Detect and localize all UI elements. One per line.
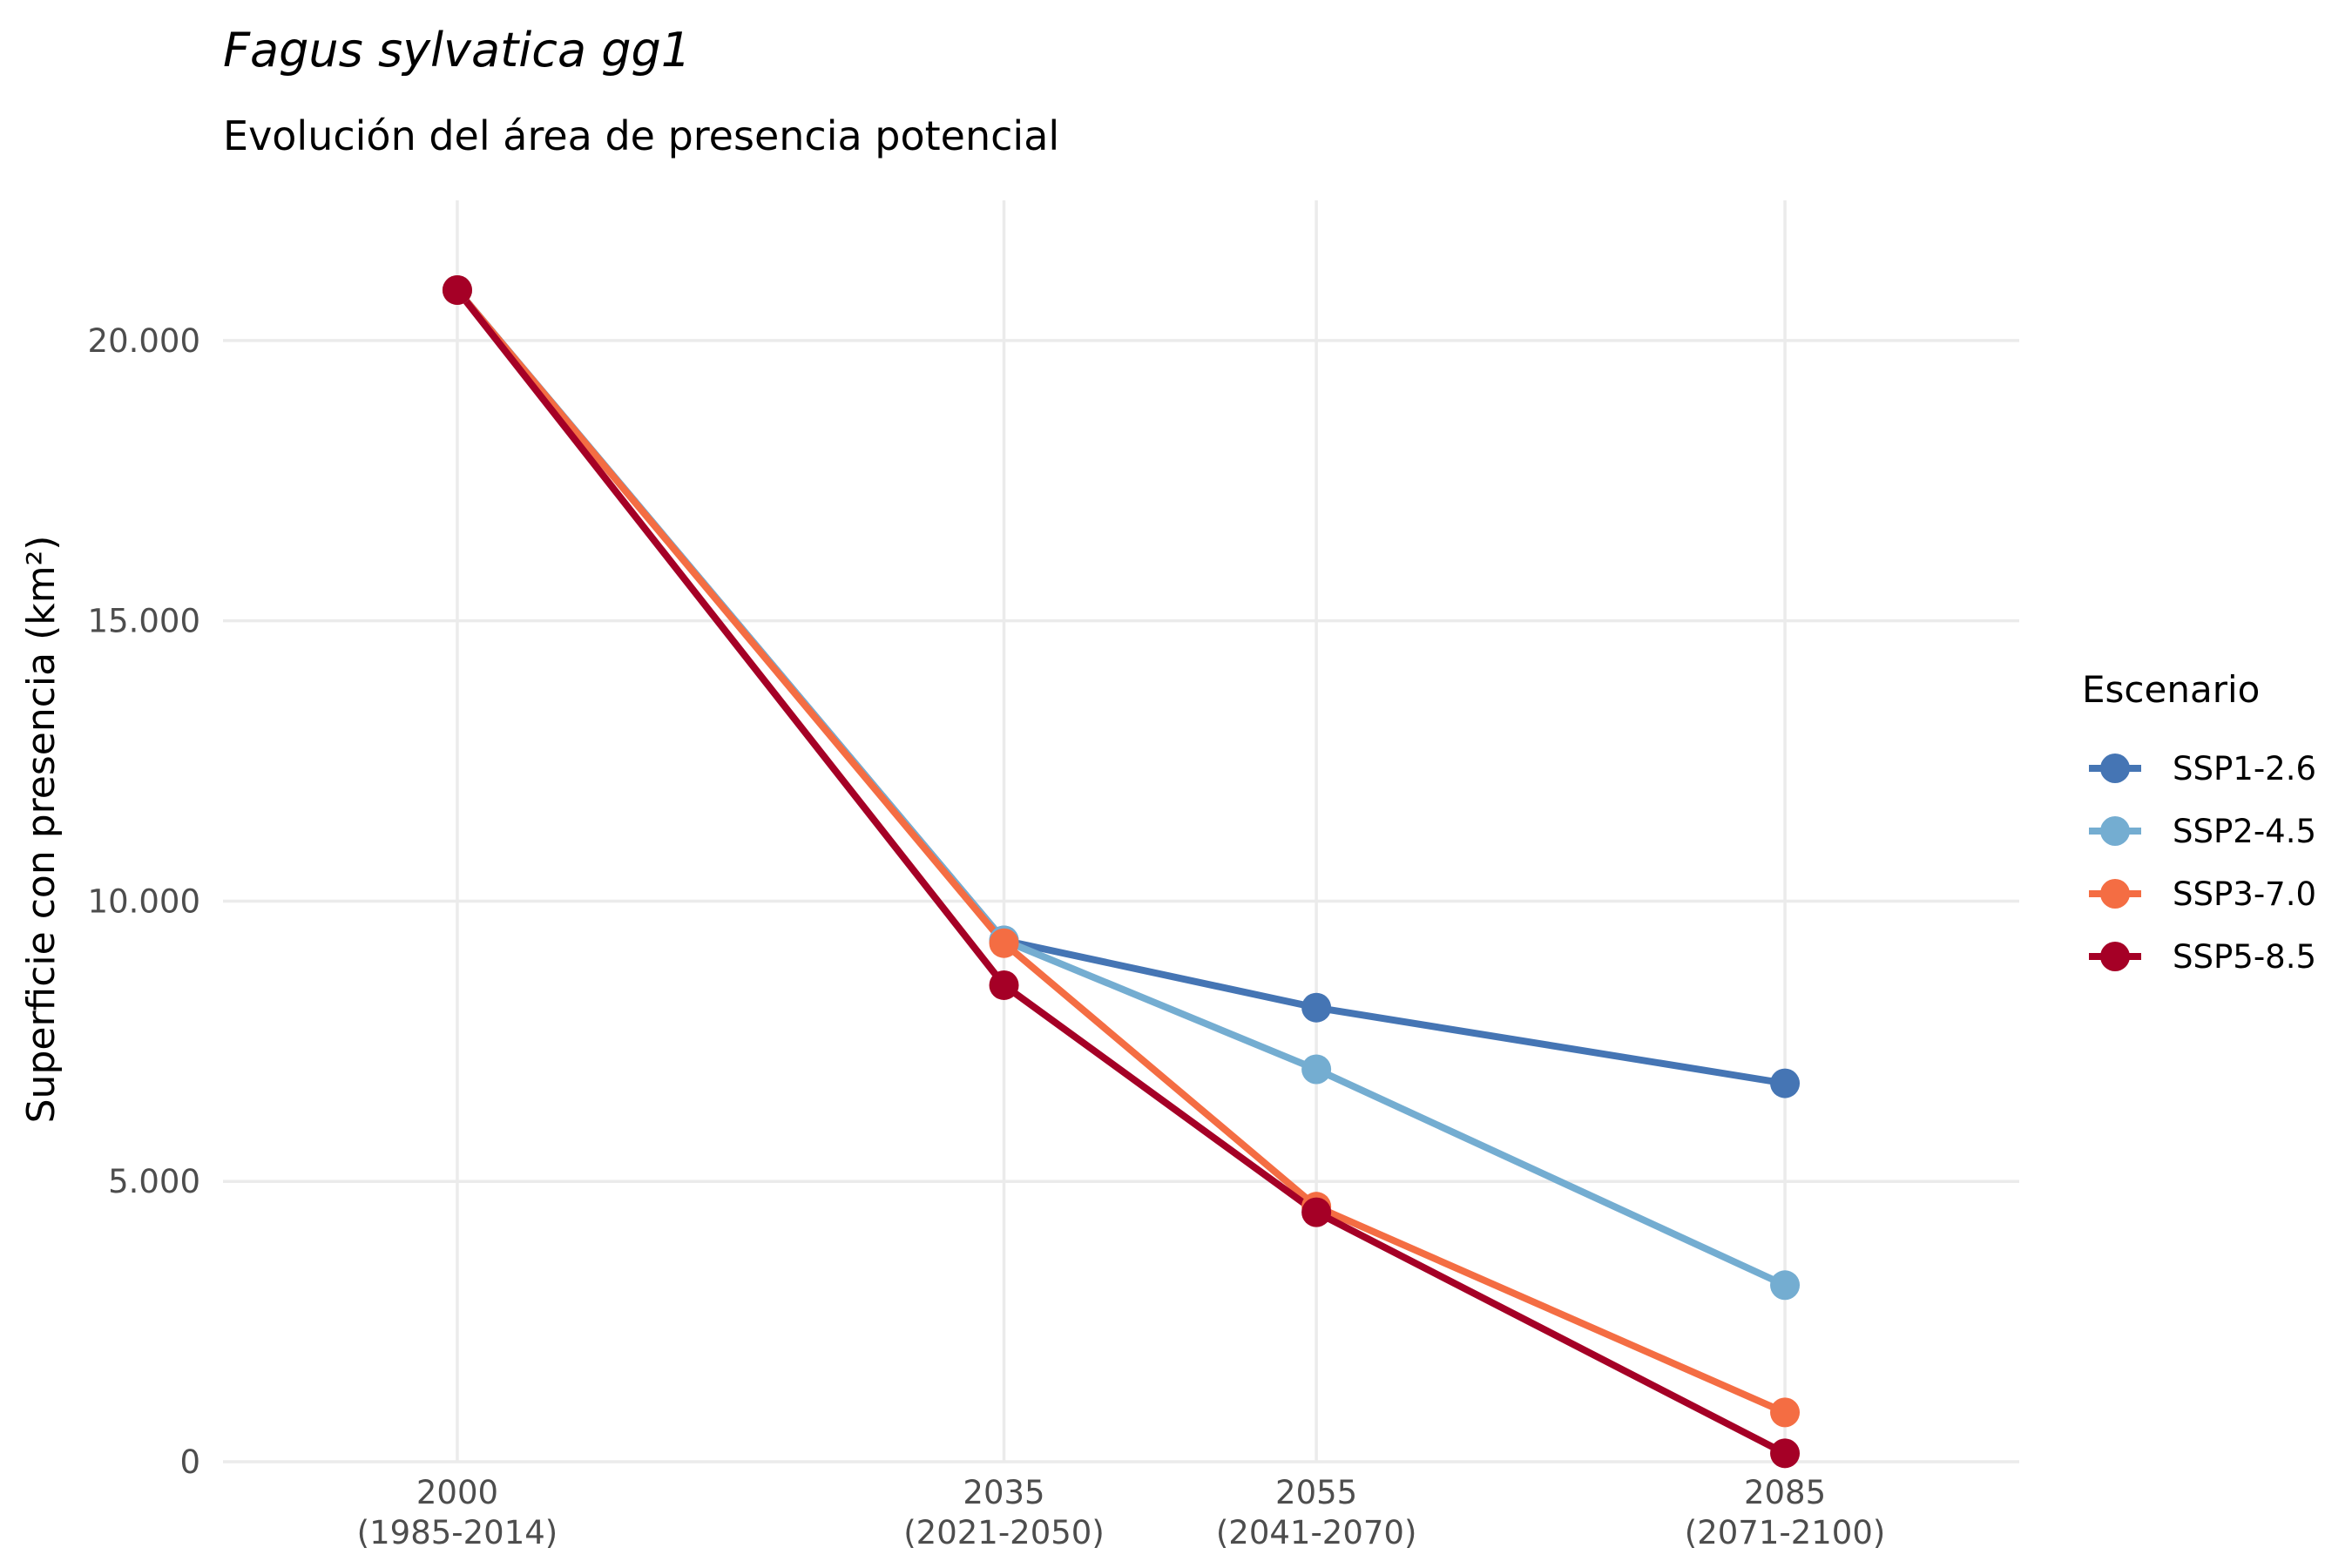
y-tick-label: 20.000: [88, 322, 200, 360]
legend-label: SSP1-2.6: [2173, 750, 2316, 787]
x-tick-label-year: 2055: [1275, 1474, 1357, 1511]
data-point-ssp3-7.0: [989, 928, 1019, 958]
data-point-ssp1-2.6: [1301, 992, 1332, 1023]
legend-item: SSP3-7.0: [2089, 875, 2316, 913]
y-tick-label: 0: [179, 1443, 200, 1481]
legend-label: SSP3-7.0: [2173, 875, 2316, 913]
y-tick-label: 15.000: [88, 603, 200, 640]
legend-label: SSP5-8.5: [2173, 938, 2316, 976]
data-point-ssp2-4.5: [1301, 1054, 1332, 1085]
legend-key-point: [2100, 816, 2130, 846]
legend-key-point: [2100, 754, 2130, 783]
gridlines: [223, 200, 2019, 1463]
x-tick-label-period: (2021-2050): [903, 1514, 1105, 1551]
series-line-ssp1-2.6: [454, 287, 1786, 1087]
data-point-ssp1-2.6: [1770, 1068, 1801, 1098]
x-axis-ticks: 2000(1985-2014) 2035(2021-2050) 2055(2041-…: [357, 1474, 1886, 1551]
series-lines: [454, 287, 1787, 1456]
legend-key-point: [2100, 879, 2130, 909]
data-point-ssp5-8.5: [989, 970, 1019, 1000]
x-tick-label-year: 2085: [1744, 1474, 1826, 1511]
data-point-ssp5-8.5: [442, 274, 472, 305]
legend-label: SSP2-4.5: [2173, 813, 2316, 850]
legend-item: SSP1-2.6: [2089, 750, 2316, 787]
y-axis-ticks: 0 5.000 10.000 15.000 20.000: [88, 322, 200, 1481]
chart-subtitle: Evolución del área de presencia potencia…: [223, 112, 1059, 159]
chart-title: Fagus sylvatica gg1: [223, 23, 691, 78]
data-point-ssp3-7.0: [1770, 1397, 1801, 1428]
series-line-ssp2-4.5: [454, 287, 1787, 1288]
legend-key-point: [2100, 942, 2130, 971]
x-tick-label-period: (2041-2070): [1216, 1514, 1417, 1551]
series-line-ssp5-8.5: [454, 287, 1787, 1456]
legend-item: SSP2-4.5: [2089, 813, 2316, 850]
legend: Escenario SSP1-2.6 SSP2-4.5 SSP3-7.0 SSP5-8…: [2082, 668, 2316, 976]
x-tick-label-year: 2000: [416, 1474, 498, 1511]
legend-item: SSP5-8.5: [2089, 938, 2316, 976]
x-tick-label-year: 2035: [963, 1474, 1044, 1511]
series-line-ssp3-7.0: [454, 287, 1787, 1416]
data-point-ssp2-4.5: [1770, 1270, 1801, 1301]
x-tick-label-period: (1985-2014): [357, 1514, 558, 1551]
y-tick-label: 5.000: [108, 1163, 200, 1200]
x-tick-label-period: (2071-2100): [1685, 1514, 1886, 1551]
y-axis-title: Superficie con presencia (km²): [19, 536, 64, 1124]
legend-title: Escenario: [2082, 668, 2260, 711]
plot-area: 0 5.000 10.000 15.000 20.000 2000(1985-2014)…: [88, 200, 2019, 1551]
data-point-ssp5-8.5: [1770, 1438, 1801, 1469]
data-point-ssp5-8.5: [1301, 1197, 1332, 1227]
series-points: [442, 274, 1801, 1469]
y-tick-label: 10.000: [88, 882, 200, 920]
